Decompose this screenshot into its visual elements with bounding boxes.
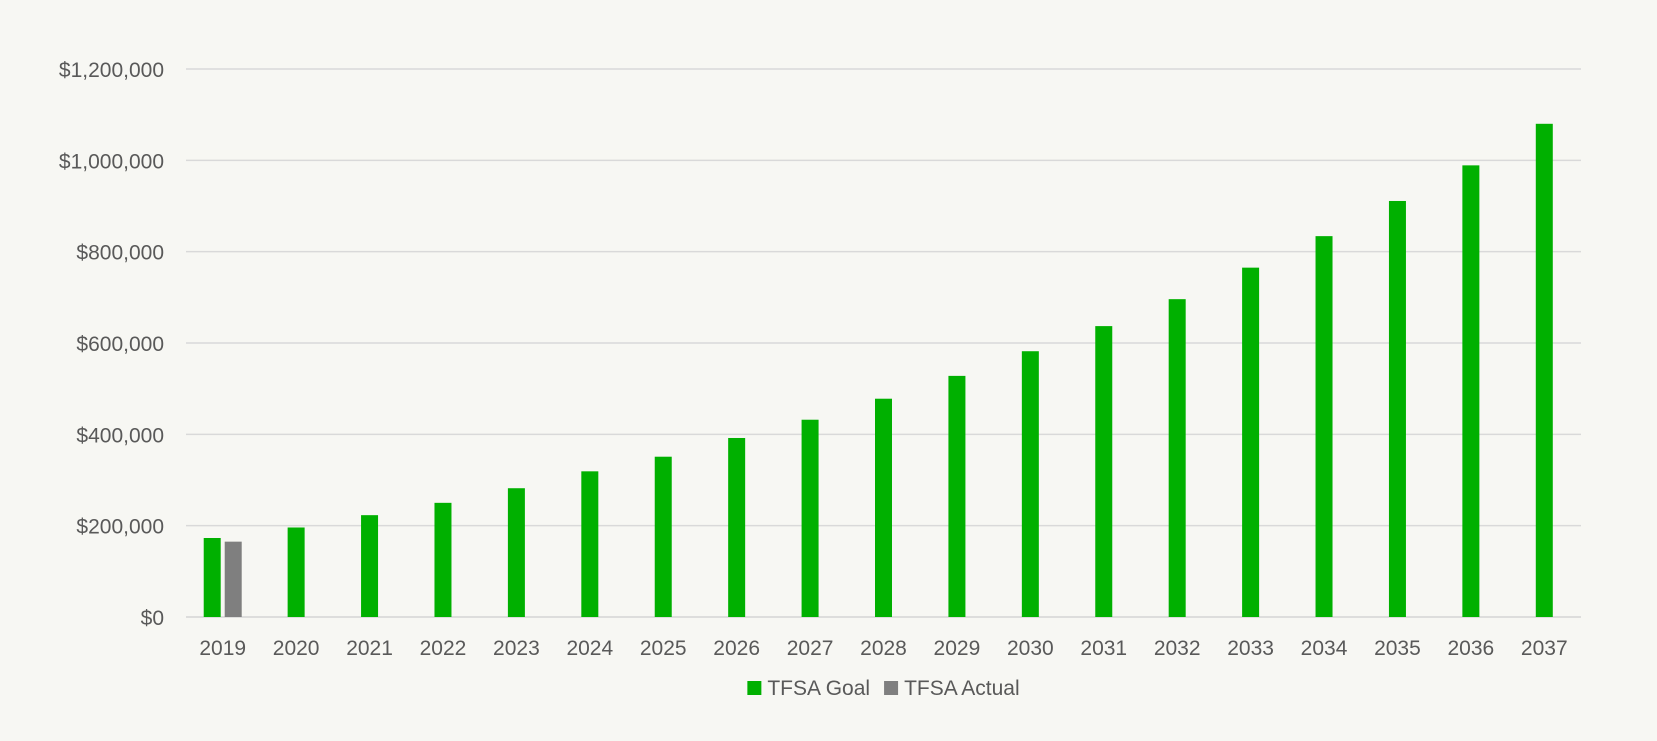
x-tick-label: 2028 bbox=[860, 637, 907, 660]
x-axis-ticks: 2019 2020 2021 2022 2023 2024 2025 2026 2027 2028… bbox=[199, 637, 1567, 660]
bar-tfsa-goal-2027 bbox=[801, 419, 819, 617]
y-tick-label: $1,000,000 bbox=[59, 150, 164, 173]
x-tick-label: 2025 bbox=[640, 637, 687, 660]
x-tick-label: 2031 bbox=[1080, 637, 1127, 660]
x-tick-label: 2027 bbox=[787, 637, 834, 660]
bar-tfsa-goal-2019 bbox=[203, 537, 221, 617]
legend-item-tfsa-goal: TFSA Goal bbox=[747, 677, 870, 700]
x-tick-label: 2036 bbox=[1448, 637, 1495, 660]
x-tick-label: 2032 bbox=[1154, 637, 1201, 660]
bar-tfsa-goal-2034 bbox=[1315, 236, 1333, 617]
y-tick-label: $1,200,000 bbox=[59, 59, 164, 82]
x-tick-label: 2019 bbox=[199, 637, 246, 660]
bars bbox=[203, 123, 1553, 618]
x-tick-label: 2023 bbox=[493, 637, 540, 660]
x-tick-label: 2033 bbox=[1227, 637, 1274, 660]
legend: TFSA Goal TFSA Actual bbox=[747, 677, 1020, 700]
bar-tfsa-goal-2035 bbox=[1388, 200, 1406, 617]
bar-tfsa-goal-2032 bbox=[1168, 299, 1186, 617]
bar-tfsa-goal-2023 bbox=[507, 488, 525, 617]
bar-tfsa-goal-2031 bbox=[1095, 326, 1113, 617]
x-tick-label: 2035 bbox=[1374, 637, 1421, 660]
bar-tfsa-goal-2028 bbox=[875, 398, 892, 617]
x-tick-label: 2030 bbox=[1007, 637, 1054, 660]
bar-tfsa-goal-2020 bbox=[287, 527, 305, 617]
bar-tfsa-goal-2021 bbox=[361, 515, 379, 617]
y-tick-label: $400,000 bbox=[76, 424, 164, 447]
bar-tfsa-actual-2019 bbox=[224, 541, 242, 617]
legend-label: TFSA Goal bbox=[767, 677, 870, 700]
legend-label: TFSA Actual bbox=[904, 677, 1020, 700]
bar-tfsa-goal-2033 bbox=[1242, 267, 1260, 617]
x-tick-label: 2029 bbox=[934, 637, 981, 660]
x-tick-label: 2022 bbox=[420, 637, 467, 660]
x-tick-label: 2024 bbox=[566, 637, 613, 660]
bar-tfsa-goal-2030 bbox=[1021, 351, 1039, 617]
bar-tfsa-goal-2024 bbox=[581, 471, 599, 617]
x-tick-label: 2021 bbox=[346, 637, 393, 660]
y-tick-label: $200,000 bbox=[76, 516, 164, 539]
legend-swatch bbox=[884, 681, 899, 695]
x-tick-label: 2020 bbox=[273, 637, 320, 660]
y-tick-label: $800,000 bbox=[76, 242, 164, 265]
y-tick-label: $600,000 bbox=[76, 333, 164, 356]
x-tick-label: 2034 bbox=[1301, 637, 1348, 660]
bar-tfsa-goal-2037 bbox=[1535, 123, 1553, 618]
x-tick-label: 2026 bbox=[713, 637, 760, 660]
bar-tfsa-goal-2022 bbox=[434, 502, 452, 617]
bar-tfsa-goal-2025 bbox=[654, 456, 672, 617]
bar-tfsa-goal-2026 bbox=[728, 437, 746, 617]
y-tick-label: $0 bbox=[141, 607, 164, 630]
y-axis-ticks: $0 $200,000 $400,000 $600,000 $800,000 $1,000… bbox=[59, 59, 164, 630]
x-tick-label: 2037 bbox=[1521, 637, 1568, 660]
bar-tfsa-goal-2029 bbox=[948, 375, 966, 617]
bar-tfsa-goal-2036 bbox=[1462, 165, 1480, 617]
legend-item-tfsa-actual: TFSA Actual bbox=[884, 677, 1020, 700]
legend-swatch bbox=[747, 681, 762, 695]
